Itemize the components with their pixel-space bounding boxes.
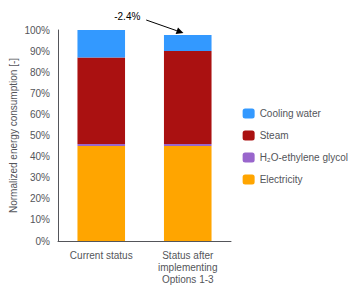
svg-text:70%: 70%: [30, 88, 50, 99]
svg-text:Cooling water: Cooling water: [260, 108, 322, 119]
svg-text:80%: 80%: [30, 67, 50, 78]
svg-text:10%: 10%: [30, 214, 50, 225]
svg-text:Normalized energy consumption: Normalized energy consumption [-]: [8, 58, 19, 213]
svg-text:Steam: Steam: [260, 130, 289, 141]
svg-text:-2.4%: -2.4%: [114, 11, 140, 22]
svg-text:100%: 100%: [24, 25, 50, 36]
svg-text:Status after: Status after: [162, 250, 214, 261]
svg-text:Current status: Current status: [70, 250, 133, 261]
svg-text:Options 1-3: Options 1-3: [162, 274, 214, 285]
svg-text:90%: 90%: [30, 46, 50, 57]
svg-text:implementing: implementing: [158, 262, 217, 273]
svg-text:H₂O-ethylene glycol: H₂O-ethylene glycol: [260, 152, 348, 163]
svg-text:30%: 30%: [30, 172, 50, 183]
svg-text:0%: 0%: [36, 236, 51, 247]
svg-text:60%: 60%: [30, 109, 50, 120]
svg-text:50%: 50%: [30, 130, 50, 141]
svg-text:Electricity: Electricity: [260, 174, 303, 185]
svg-text:20%: 20%: [30, 193, 50, 204]
svg-text:40%: 40%: [30, 151, 50, 162]
